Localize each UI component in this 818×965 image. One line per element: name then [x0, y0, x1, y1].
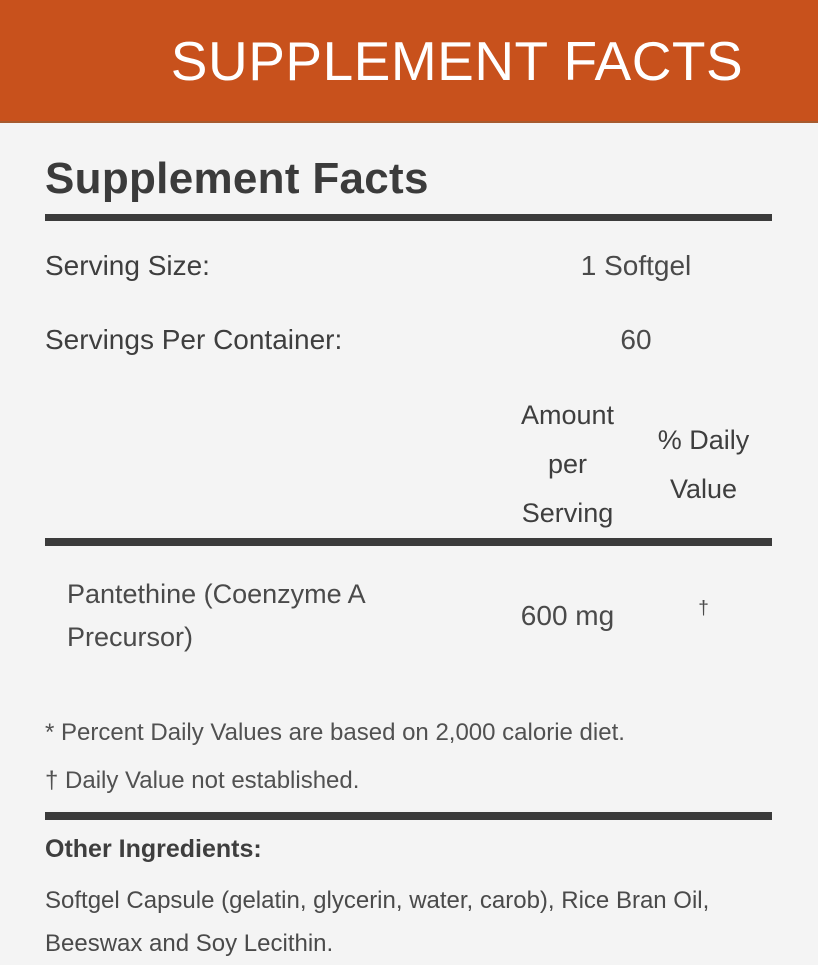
footnote-percent-daily-values: * Percent Daily Values are based on 2,00… — [45, 719, 625, 746]
ingredient-row: Pantethine (Coenzyme A Precursor) 600 mg… — [45, 546, 772, 675]
panel-title: Supplement Facts — [45, 154, 429, 203]
serving-size-label: Serving Size: — [45, 250, 210, 281]
column-header-amount-per-serving: Amount per Serving — [520, 400, 615, 528]
other-ingredients-text: Softgel Capsule (gelatin, glycerin, wate… — [45, 887, 710, 957]
servings-per-container-label: Servings Per Container: — [45, 324, 343, 355]
ingredient-amount: 600 mg — [520, 600, 615, 631]
ingredient-daily-value-dagger: † — [698, 598, 709, 619]
top-rule — [45, 214, 772, 221]
footnote-daily-value-not-established: † Daily Value not established. — [45, 767, 360, 794]
column-header-row: Amount per Serving % Daily Value — [45, 391, 772, 538]
banner-title: SUPPLEMENT FACTS — [170, 29, 744, 92]
column-header-percent-daily-value: % Daily Value — [657, 424, 750, 504]
servings-per-container-row: Servings Per Container: 60 — [45, 320, 772, 360]
other-ingredients-label: Other Ingredients: — [45, 835, 262, 863]
ingredient-name: Pantethine (Coenzyme A Precursor) — [67, 579, 365, 652]
mid-rule — [45, 538, 772, 546]
servings-per-container-value: 60 — [620, 324, 652, 355]
supplement-facts-panel: Supplement Facts Serving Size: 1 Softgel… — [0, 153, 818, 965]
serving-size-row: Serving Size: 1 Softgel — [45, 221, 772, 286]
serving-size-value: 1 Softgel — [580, 250, 692, 281]
supplement-facts-banner: SUPPLEMENT FACTS — [0, 0, 818, 123]
bottom-rule — [45, 812, 772, 820]
